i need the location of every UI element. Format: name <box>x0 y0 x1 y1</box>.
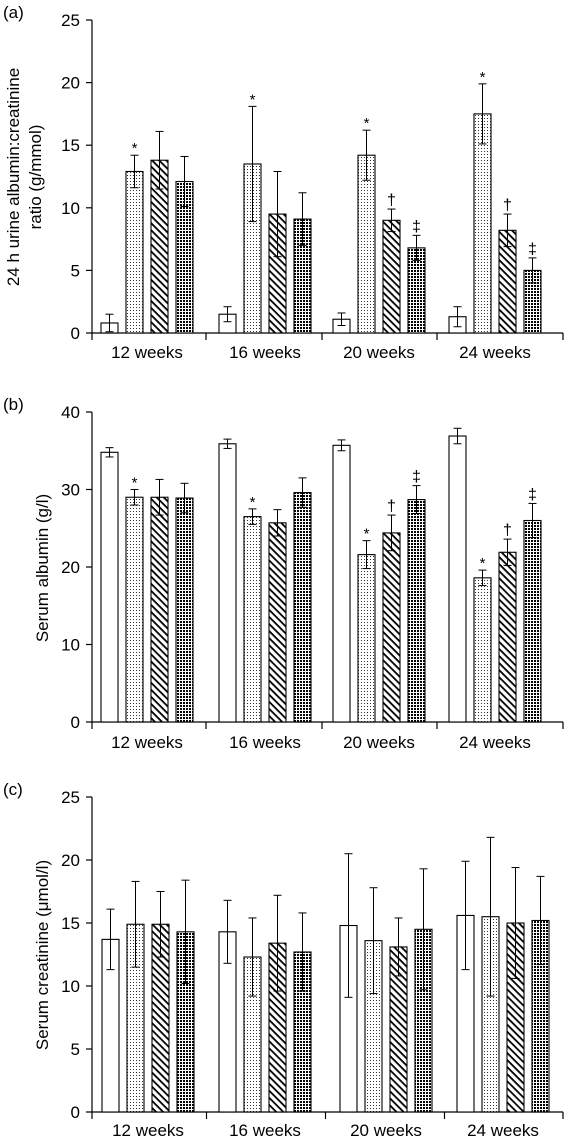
x-tick-label: 16 weeks <box>229 1121 301 1140</box>
x-tick-label: 12 weeks <box>111 343 183 362</box>
panel-a: (a) 24 h urine albumin:creatinine ratio (g… <box>3 3 564 362</box>
significance-marker: * <box>132 140 138 157</box>
significance-marker: * <box>250 91 256 108</box>
y-tick-label: 10 <box>61 977 80 996</box>
y-axis-label: Serum creatinine (μmol/l) <box>33 860 52 1050</box>
bar <box>473 577 492 723</box>
significance-marker: * <box>364 526 370 543</box>
significance-marker: † <box>503 522 512 539</box>
panel-label: (b) <box>3 395 24 414</box>
panel-b: (b) Serum albumin (g/l) 0 10 20 30 40 12 weeks 1… <box>3 395 564 752</box>
bar <box>125 496 144 723</box>
significance-marker: ‡ <box>412 469 421 486</box>
bar <box>100 451 119 723</box>
x-tick-label: 16 weeks <box>229 733 301 752</box>
bar <box>382 219 401 334</box>
y-tick-label: 5 <box>71 261 80 280</box>
x-tick-label: 24 weeks <box>459 733 531 752</box>
x-tick-label: 12 weeks <box>112 1121 184 1140</box>
bar <box>498 551 517 723</box>
significance-marker: ‡ <box>412 218 421 235</box>
y-axis-label: 24 h urine albumin:creatinine <box>4 68 23 286</box>
bar <box>382 532 401 723</box>
y-tick-label: 20 <box>61 558 80 577</box>
y-tick-label: 25 <box>61 788 80 807</box>
bar <box>268 522 287 723</box>
bar <box>293 492 312 723</box>
y-tick-label: 15 <box>61 914 80 933</box>
bar <box>125 170 144 334</box>
significance-marker: † <box>387 498 396 515</box>
y-tick-label: 15 <box>61 136 80 155</box>
bar <box>448 435 467 723</box>
panel-label: (a) <box>3 3 24 22</box>
panel-label: (c) <box>3 780 23 799</box>
y-tick-label: 5 <box>71 1040 80 1059</box>
bar <box>407 499 426 723</box>
significance-marker: * <box>250 494 256 511</box>
y-tick-label: 10 <box>61 199 80 218</box>
bar <box>218 443 237 723</box>
bar <box>523 519 542 723</box>
bar <box>332 444 351 723</box>
x-tick-label: 20 weeks <box>350 1121 422 1140</box>
y-tick-label: 0 <box>71 713 80 732</box>
bar <box>243 516 262 723</box>
bar <box>175 497 194 723</box>
significance-marker: ‡ <box>528 486 537 503</box>
panel-c: (c) Serum creatinine (μmol/l) 0 5 10 15 20 25 12… <box>3 780 564 1140</box>
y-tick-label: 10 <box>61 636 80 655</box>
significance-marker: * <box>364 115 370 132</box>
bar <box>473 113 492 334</box>
y-tick-label: 0 <box>71 324 80 343</box>
bar <box>357 554 376 723</box>
x-tick-label: 24 weeks <box>459 343 531 362</box>
y-tick-label: 20 <box>61 851 80 870</box>
significance-marker: † <box>503 197 512 214</box>
y-tick-label: 40 <box>61 403 80 422</box>
y-axis-label: Serum albumin (g/l) <box>33 494 52 642</box>
bar <box>357 154 376 334</box>
y-axis-label: ratio (g/mmol) <box>26 125 45 230</box>
significance-marker: * <box>132 475 138 492</box>
significance-marker: * <box>480 69 486 86</box>
x-tick-label: 24 weeks <box>467 1121 539 1140</box>
y-tick-label: 30 <box>61 481 80 500</box>
x-tick-label: 12 weeks <box>111 733 183 752</box>
bar <box>150 496 169 723</box>
x-tick-label: 20 weeks <box>343 343 415 362</box>
significance-marker: * <box>480 555 486 572</box>
y-tick-label: 0 <box>71 1103 80 1122</box>
significance-marker: † <box>387 192 396 209</box>
x-tick-label: 20 weeks <box>343 733 415 752</box>
y-tick-label: 25 <box>61 11 80 30</box>
significance-marker: ‡ <box>528 241 537 258</box>
y-tick-label: 20 <box>61 74 80 93</box>
x-tick-label: 16 weeks <box>229 343 301 362</box>
